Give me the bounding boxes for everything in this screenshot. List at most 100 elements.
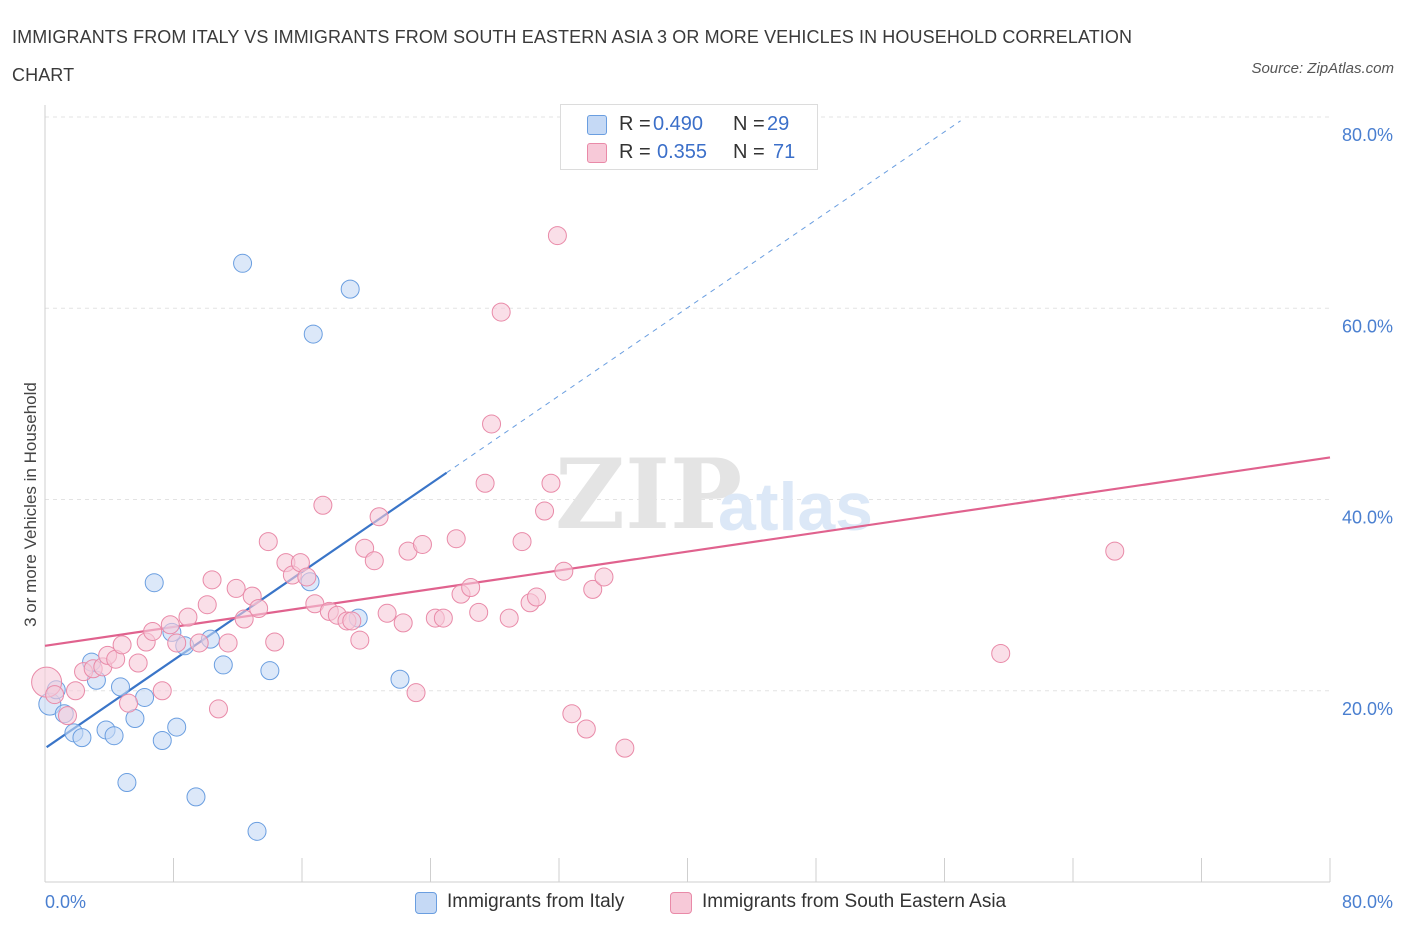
sea-point — [562, 704, 582, 724]
italy-point — [213, 655, 233, 675]
sea-point — [112, 635, 132, 655]
y-tick-label: 80.0% — [1342, 125, 1393, 145]
sea-point — [342, 611, 362, 631]
stats-legend: R = 0.490 N = 29 R = 0.355 N = 71 — [560, 104, 818, 170]
sea-point — [364, 551, 384, 571]
sea-point — [226, 578, 246, 598]
sea-point — [512, 532, 532, 552]
sea-point — [128, 653, 148, 673]
sea-point — [499, 608, 519, 628]
legend-label-sea: Immigrants from South Eastern Asia — [702, 891, 1007, 912]
watermark-zip: ZIP — [555, 438, 742, 551]
y-tick-label: 40.0% — [1342, 508, 1393, 528]
sea-point — [189, 633, 209, 653]
stats-row-sea: R = 0.355 N = 71 — [561, 138, 817, 166]
sea-point — [482, 414, 502, 434]
n-value: 29 — [767, 113, 790, 135]
sea-point — [197, 595, 217, 615]
y-tick-label: 60.0% — [1342, 316, 1393, 336]
sea-point — [433, 608, 453, 628]
italy-point — [135, 687, 155, 707]
series-legend: Immigrants from Italy Immigrants from So… — [0, 888, 1406, 918]
sea-point — [527, 587, 547, 607]
sea-point — [475, 473, 495, 493]
italy-swatch-icon — [587, 115, 607, 135]
sea-point — [178, 607, 198, 627]
stats-row-italy: R = 0.490 N = 29 — [561, 110, 817, 138]
italy-point — [144, 573, 164, 593]
sea-point — [167, 633, 187, 653]
sea-point — [412, 534, 432, 554]
y-axis-label: 3 or more Vehicles in Household — [21, 382, 40, 627]
sea-point — [1105, 541, 1125, 561]
y-tick-label: 20.0% — [1342, 699, 1393, 719]
sea-point — [377, 603, 397, 623]
sea-point — [594, 567, 614, 587]
chart-title: IMMIGRANTS FROM ITALY VS IMMIGRANTS FROM… — [12, 27, 1133, 85]
sea-point — [615, 738, 635, 758]
sea-point — [152, 681, 172, 701]
sea-point — [461, 577, 481, 597]
sea-point — [583, 579, 603, 599]
italy-trendline-extension — [446, 120, 961, 474]
sea-point — [406, 683, 426, 703]
sea-point — [119, 693, 139, 713]
sea-point — [535, 501, 555, 521]
sea-point — [350, 630, 370, 650]
watermark-atlas: atlas — [718, 469, 873, 545]
italy-point — [167, 717, 187, 737]
trendlines — [44, 120, 1331, 749]
sea-point — [313, 495, 333, 515]
sea-swatch-icon — [587, 143, 607, 163]
italy-point — [104, 726, 124, 746]
sea-point — [991, 643, 1011, 663]
italy-point — [260, 661, 280, 681]
italy-point — [152, 730, 172, 750]
x-tick-label: 80.0% — [1342, 892, 1393, 912]
x-tick-label: 0.0% — [45, 892, 86, 912]
italy-point — [390, 669, 410, 689]
sea-point — [554, 561, 574, 581]
sea-legend-icon — [670, 892, 692, 914]
n-value: 71 — [773, 141, 796, 163]
n-label: N = — [733, 113, 765, 135]
sea-point — [446, 529, 466, 549]
axis-labels: 20.0% 40.0% 60.0% 80.0% 0.0% 80.0% 3 or more V… — [21, 125, 1393, 912]
italy-point — [186, 787, 206, 807]
italy-legend-icon — [415, 892, 437, 914]
sea-point — [160, 615, 180, 635]
sea-point — [258, 532, 278, 552]
italy-point — [340, 279, 360, 299]
r-label: R = — [619, 113, 651, 135]
sea-point — [547, 226, 567, 246]
sea-point — [208, 699, 228, 719]
n-label: N = — [733, 141, 765, 163]
sea-point — [297, 567, 317, 587]
axes — [44, 105, 1331, 883]
sea-point — [469, 602, 489, 622]
source-label: Source: ZipAtlas.com — [1251, 60, 1394, 77]
data-points — [31, 226, 1125, 841]
r-value: 0.490 — [653, 113, 704, 135]
sea-point — [143, 621, 163, 641]
gridlines — [45, 116, 1330, 692]
sea-point — [541, 473, 561, 493]
r-label: R = — [619, 141, 651, 163]
sea-point — [369, 507, 389, 527]
italy-point — [247, 821, 267, 841]
sea-point — [234, 609, 254, 629]
sea-point — [218, 633, 238, 653]
italy-point — [110, 677, 130, 697]
sea-point — [66, 681, 86, 701]
italy-point — [72, 728, 92, 748]
legend-label-italy: Immigrants from Italy — [447, 891, 625, 912]
sea-point — [265, 632, 285, 652]
italy-point — [117, 773, 137, 793]
sea-point — [249, 599, 269, 619]
sea-point — [45, 685, 65, 705]
italy-point — [303, 324, 323, 344]
sea-point — [393, 613, 413, 633]
italy-point — [233, 253, 253, 273]
watermark: ZIP atlas — [555, 438, 873, 551]
